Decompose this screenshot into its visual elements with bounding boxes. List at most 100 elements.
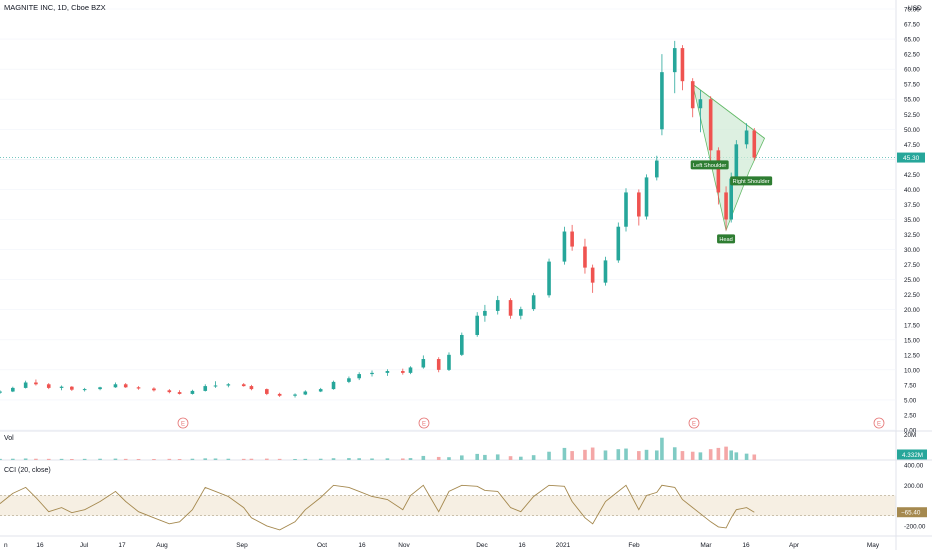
time-tick-label: 16: [36, 542, 44, 549]
volume-bar: [708, 449, 713, 460]
candle-body: [241, 384, 246, 387]
volume-bar: [672, 447, 677, 460]
candle-body: [547, 261, 551, 296]
earnings-marker: [688, 417, 700, 429]
earnings-marker-label: E: [422, 422, 426, 428]
price-tick-label: 52.50: [904, 112, 920, 119]
candle-body: [226, 384, 231, 386]
volume-bar: [331, 458, 336, 460]
volume-bar: [447, 457, 451, 460]
time-tick-label: Nov: [398, 542, 410, 549]
time-tick-label: Aug: [156, 542, 168, 549]
volume-bar: [303, 458, 308, 460]
volume-bar: [0, 458, 2, 460]
price-tick-label: 7.50: [904, 382, 917, 389]
candle-body: [34, 382, 38, 385]
volume-bar: [23, 458, 28, 460]
earnings-marker-label: E: [692, 422, 696, 428]
candle-body: [624, 192, 628, 227]
volume-bar: [113, 458, 118, 460]
candle-body: [708, 99, 713, 151]
head-label-bg: [717, 234, 736, 244]
earnings-marker: [873, 417, 885, 429]
candle-body: [400, 371, 405, 373]
volume-bar: [483, 454, 487, 460]
volume-bar: [190, 458, 195, 460]
volume-bar: [547, 451, 551, 460]
volume-bar: [421, 455, 426, 460]
candle-body: [203, 386, 208, 391]
candle-body: [570, 231, 574, 247]
earnings-marker-label: E: [877, 422, 881, 428]
candle-body: [495, 300, 500, 311]
candle-body: [190, 390, 195, 394]
volume-bar: [698, 452, 703, 460]
volume-bar: [46, 458, 51, 460]
time-tick-label: Jul: [80, 542, 89, 549]
price-tick-label: 67.50: [904, 22, 920, 29]
volume-bar: [241, 458, 246, 460]
volume-bar: [570, 451, 574, 460]
candle-body: [421, 359, 426, 368]
candle-body: [744, 130, 749, 145]
volume-bar: [495, 454, 500, 460]
price-tick-label: 25.00: [904, 277, 920, 284]
volume-bar: [519, 456, 523, 460]
left-shoulder-label-bg: [690, 160, 729, 170]
volume-bar: [11, 458, 15, 460]
volume-bar: [203, 458, 208, 460]
candle-body: [408, 367, 413, 373]
volume-bar: [167, 458, 172, 460]
volume-bar: [624, 448, 628, 460]
volume-bar: [177, 458, 182, 460]
time-tick-label: Apr: [789, 542, 800, 549]
candle-body: [370, 372, 374, 375]
volume-bar: [357, 458, 361, 460]
volume-bar: [690, 451, 695, 460]
cci-pane-label: CCI (20, close): [4, 467, 51, 474]
price-tick-label: 10.00: [904, 367, 920, 374]
price-tick-label: 30.00: [904, 247, 920, 254]
volume-bar: [347, 458, 351, 460]
candle-body: [82, 389, 87, 391]
candle-body: [59, 386, 64, 388]
volume-bar: [637, 451, 641, 460]
candle-body: [136, 387, 141, 389]
price-tick-label: 2.50: [904, 412, 917, 419]
volume-bar: [660, 437, 664, 460]
candle-body: [562, 231, 567, 262]
candle-body: [590, 267, 595, 283]
volume-bar: [213, 458, 218, 460]
candle-body: [483, 310, 487, 316]
candle-body: [0, 391, 2, 393]
candle-body: [23, 382, 28, 388]
currency-label: USD: [908, 5, 922, 12]
candle-body: [331, 381, 336, 390]
cci-tick-label: 400.00: [904, 463, 924, 470]
price-tick-label: 32.50: [904, 232, 920, 239]
volume-bar: [152, 458, 156, 460]
price-tick-label: 57.50: [904, 82, 920, 89]
volume-pane-label: Vol: [4, 435, 14, 442]
time-tick-label: Oct: [317, 542, 327, 549]
price-axis[interactable]: 0.00 2.50 5.00 7.50 10.00 12.50 15.00 17.50 20.0…: [897, 7, 927, 531]
head-label: Head: [719, 237, 732, 243]
volume-bar: [318, 458, 323, 460]
volume-bar: [277, 458, 282, 460]
price-tick-label: 55.00: [904, 97, 920, 104]
volume-bar: [460, 455, 464, 460]
candle-body: [531, 295, 536, 310]
time-axis[interactable]: n 16 Jul 17 Aug Sep Oct 16 Nov Dec 16 2021 Feb Mar 16 A…: [4, 542, 880, 549]
price-tick-label: 60.00: [904, 67, 920, 74]
time-tick-label: Feb: [628, 542, 640, 549]
time-tick-label: Dec: [476, 542, 488, 549]
volume-bar: [734, 452, 739, 460]
price-tick-label: 70.00: [904, 7, 920, 14]
candle-body: [277, 393, 282, 396]
price-tick-label: 37.50: [904, 202, 920, 209]
cci-tick-label: 200.00: [904, 483, 924, 490]
volume-bar: [475, 453, 480, 460]
candle-body: [347, 378, 351, 382]
